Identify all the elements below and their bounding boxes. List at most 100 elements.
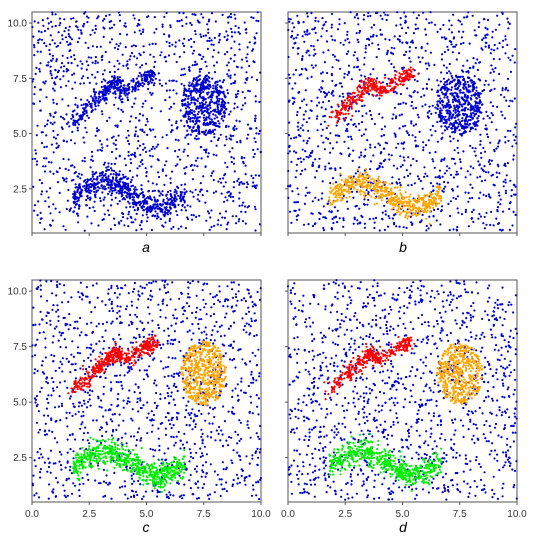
data-point xyxy=(427,62,430,65)
data-point xyxy=(144,99,147,103)
data-point xyxy=(456,99,459,103)
data-point xyxy=(198,94,201,98)
data-point xyxy=(388,217,391,220)
data-point xyxy=(386,14,389,17)
data-point xyxy=(479,215,482,218)
data-point xyxy=(232,186,235,189)
data-point xyxy=(73,58,76,61)
data-point xyxy=(486,114,489,118)
data-point xyxy=(143,198,147,201)
data-point xyxy=(72,17,75,20)
data-point xyxy=(486,27,489,31)
data-point xyxy=(205,219,208,222)
data-point xyxy=(116,173,119,176)
data-point xyxy=(311,28,314,31)
data-point xyxy=(33,204,37,207)
data-point xyxy=(382,134,386,137)
data-point xyxy=(200,157,203,160)
data-point xyxy=(117,11,120,14)
data-point xyxy=(113,187,116,190)
data-point xyxy=(233,31,236,34)
data-point xyxy=(448,28,451,31)
data-point xyxy=(43,228,46,231)
data-point xyxy=(447,48,450,52)
data-point xyxy=(421,105,424,108)
data-point xyxy=(255,132,258,135)
data-point xyxy=(229,134,232,137)
data-point xyxy=(356,59,359,62)
data-point xyxy=(218,34,221,37)
data-point xyxy=(54,68,57,72)
data-point xyxy=(189,92,192,95)
data-point xyxy=(455,43,458,46)
data-point xyxy=(122,176,126,179)
data-point xyxy=(462,41,465,45)
data-point xyxy=(235,119,238,122)
data-point xyxy=(450,24,453,27)
data-point xyxy=(34,152,38,155)
data-point xyxy=(458,103,461,106)
data-point xyxy=(168,206,172,209)
data-point xyxy=(221,81,224,84)
data-point xyxy=(438,183,441,186)
data-point xyxy=(254,117,257,120)
data-point xyxy=(397,103,400,106)
data-point xyxy=(202,55,205,58)
data-point xyxy=(149,154,152,157)
data-point xyxy=(365,112,368,115)
data-point xyxy=(71,113,74,117)
data-point xyxy=(208,212,211,215)
data-point xyxy=(200,146,203,149)
data-point xyxy=(198,90,201,94)
data-point xyxy=(437,84,440,87)
data-point xyxy=(125,33,129,36)
data-point xyxy=(471,186,474,189)
data-point xyxy=(156,212,159,215)
data-point xyxy=(385,190,388,193)
data-point xyxy=(258,129,261,133)
data-point xyxy=(198,79,201,82)
data-point xyxy=(112,169,116,172)
data-point xyxy=(114,96,117,99)
data-point xyxy=(206,39,209,42)
data-point xyxy=(190,213,193,217)
data-point xyxy=(111,189,114,192)
data-point xyxy=(404,124,407,127)
data-point xyxy=(241,204,244,207)
data-point xyxy=(102,88,105,91)
data-point xyxy=(90,222,93,225)
data-point xyxy=(175,198,178,201)
data-point xyxy=(233,170,236,173)
data-point xyxy=(295,114,299,117)
data-point xyxy=(141,81,144,84)
data-point xyxy=(417,72,420,75)
data-point xyxy=(250,16,253,19)
data-point xyxy=(63,18,66,21)
data-point xyxy=(403,141,406,144)
data-point xyxy=(176,213,179,217)
data-point xyxy=(497,201,500,204)
data-point xyxy=(380,199,383,202)
data-point xyxy=(340,111,343,115)
data-point xyxy=(358,29,362,33)
data-point xyxy=(187,103,190,106)
data-point xyxy=(464,83,467,86)
data-point xyxy=(257,132,260,135)
data-point xyxy=(145,220,149,223)
data-point xyxy=(198,116,201,119)
data-point xyxy=(205,74,208,77)
data-point xyxy=(367,43,371,47)
data-point xyxy=(417,14,420,17)
data-point xyxy=(187,133,190,136)
data-point xyxy=(390,62,393,66)
data-point xyxy=(73,54,76,57)
data-point xyxy=(33,46,36,49)
data-point xyxy=(404,191,407,194)
data-point xyxy=(295,201,298,204)
data-point xyxy=(85,68,88,71)
data-point xyxy=(254,140,257,143)
data-point xyxy=(223,174,226,177)
data-point xyxy=(194,60,197,63)
data-point xyxy=(156,199,159,202)
data-point xyxy=(322,216,325,219)
